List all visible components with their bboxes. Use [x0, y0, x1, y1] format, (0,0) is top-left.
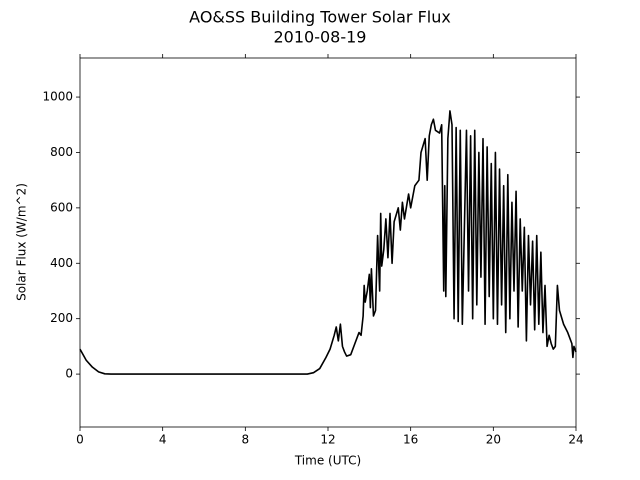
y-tick-label: 200: [50, 311, 73, 325]
chart-subtitle: 2010-08-19: [274, 28, 367, 47]
x-tick-label: 12: [320, 433, 335, 447]
x-tick-label: 16: [403, 433, 418, 447]
x-tick-label: 0: [76, 433, 84, 447]
x-axis-label: Time (UTC): [294, 454, 361, 468]
y-axis-label: Solar Flux (W/m^2): [15, 183, 29, 301]
x-tick-label: 4: [159, 433, 167, 447]
chart-title: AO&SS Building Tower Solar Flux: [189, 8, 451, 27]
plot-frame: [79, 57, 577, 428]
x-tick-label: 24: [568, 433, 583, 447]
y-tick-label: 1000: [42, 90, 73, 104]
y-tick-label: 400: [50, 256, 73, 270]
y-tick-label: 600: [50, 200, 73, 214]
series-line: [79, 110, 577, 375]
x-tick-label: 20: [486, 433, 501, 447]
y-tick-label: 800: [50, 145, 73, 159]
x-tick-label: 8: [242, 433, 250, 447]
y-tick-label: 0: [65, 367, 73, 381]
